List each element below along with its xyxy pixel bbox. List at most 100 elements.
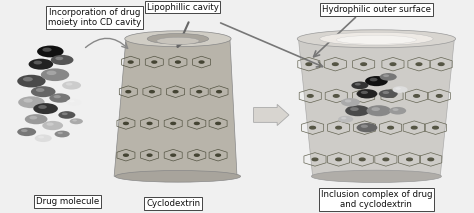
Circle shape [355,83,361,86]
Circle shape [55,131,70,137]
Text: Drug molecule: Drug molecule [36,197,100,206]
Circle shape [372,107,380,111]
Ellipse shape [115,171,240,182]
Circle shape [333,95,339,97]
Polygon shape [114,39,237,176]
Circle shape [46,122,54,126]
Circle shape [407,158,412,161]
Circle shape [197,91,201,93]
Circle shape [18,96,45,108]
Circle shape [362,126,367,129]
Circle shape [383,74,389,77]
Circle shape [147,122,152,124]
Circle shape [395,87,401,90]
Ellipse shape [147,33,209,44]
Ellipse shape [336,35,417,44]
Circle shape [306,63,312,65]
Circle shape [336,126,341,129]
Circle shape [428,158,434,161]
Circle shape [35,134,52,142]
Circle shape [29,116,37,119]
Circle shape [332,63,338,65]
Ellipse shape [319,32,433,45]
Circle shape [21,129,27,132]
Circle shape [37,46,64,58]
Circle shape [46,71,56,75]
Circle shape [17,75,46,88]
Circle shape [38,105,47,109]
Circle shape [341,117,346,119]
Circle shape [312,158,318,161]
Circle shape [34,61,42,65]
Circle shape [147,154,152,156]
Circle shape [383,158,389,161]
Circle shape [336,158,341,161]
Circle shape [124,154,128,156]
Ellipse shape [156,37,199,45]
Polygon shape [299,39,455,176]
Circle shape [33,103,58,114]
Circle shape [42,121,63,130]
Circle shape [216,122,220,124]
Circle shape [366,105,391,116]
FancyArrow shape [254,104,289,125]
Circle shape [17,128,36,136]
Circle shape [66,99,82,106]
Circle shape [171,154,175,156]
Circle shape [173,91,178,93]
Circle shape [361,95,366,97]
Circle shape [341,98,360,106]
Circle shape [171,122,175,124]
Circle shape [345,99,351,102]
Circle shape [365,76,388,86]
Circle shape [54,95,61,98]
Circle shape [416,63,422,65]
Circle shape [361,91,368,94]
Circle shape [194,154,199,156]
Circle shape [152,61,156,63]
Circle shape [383,91,389,94]
Circle shape [433,126,438,129]
Circle shape [41,68,69,81]
Circle shape [389,107,406,115]
Circle shape [379,90,398,98]
Circle shape [42,48,52,52]
Text: Hydrophilic outer surface: Hydrophilic outer surface [322,5,431,14]
Circle shape [361,63,366,65]
Ellipse shape [125,31,231,47]
Circle shape [73,119,77,121]
Circle shape [69,100,75,102]
Circle shape [25,114,47,124]
Text: Lipophillic cavity: Lipophillic cavity [147,3,219,12]
Circle shape [359,158,365,161]
Circle shape [124,122,128,124]
Circle shape [356,123,377,132]
Circle shape [310,126,316,129]
Circle shape [66,83,73,86]
Text: Cyclodextrin: Cyclodextrin [146,199,200,208]
Circle shape [390,63,396,65]
Circle shape [70,118,83,124]
Circle shape [216,154,220,156]
Circle shape [49,93,70,103]
Ellipse shape [297,30,456,48]
Circle shape [414,95,419,97]
Circle shape [350,107,359,111]
Ellipse shape [311,170,441,183]
Circle shape [58,111,75,119]
Circle shape [217,91,221,93]
Circle shape [361,125,368,128]
Text: Inclusion complex of drug
and cyclodextrin: Inclusion complex of drug and cyclodextr… [321,190,432,209]
Circle shape [23,77,33,81]
Circle shape [380,73,397,81]
Circle shape [126,91,131,93]
Circle shape [308,95,313,97]
Circle shape [370,78,378,81]
Circle shape [388,126,393,129]
Circle shape [389,95,395,97]
Circle shape [411,126,417,129]
Text: Incorporation of drug
moiety into CD cavity: Incorporation of drug moiety into CD cav… [48,8,141,27]
Circle shape [345,105,370,116]
Circle shape [36,88,45,92]
Circle shape [31,86,55,97]
